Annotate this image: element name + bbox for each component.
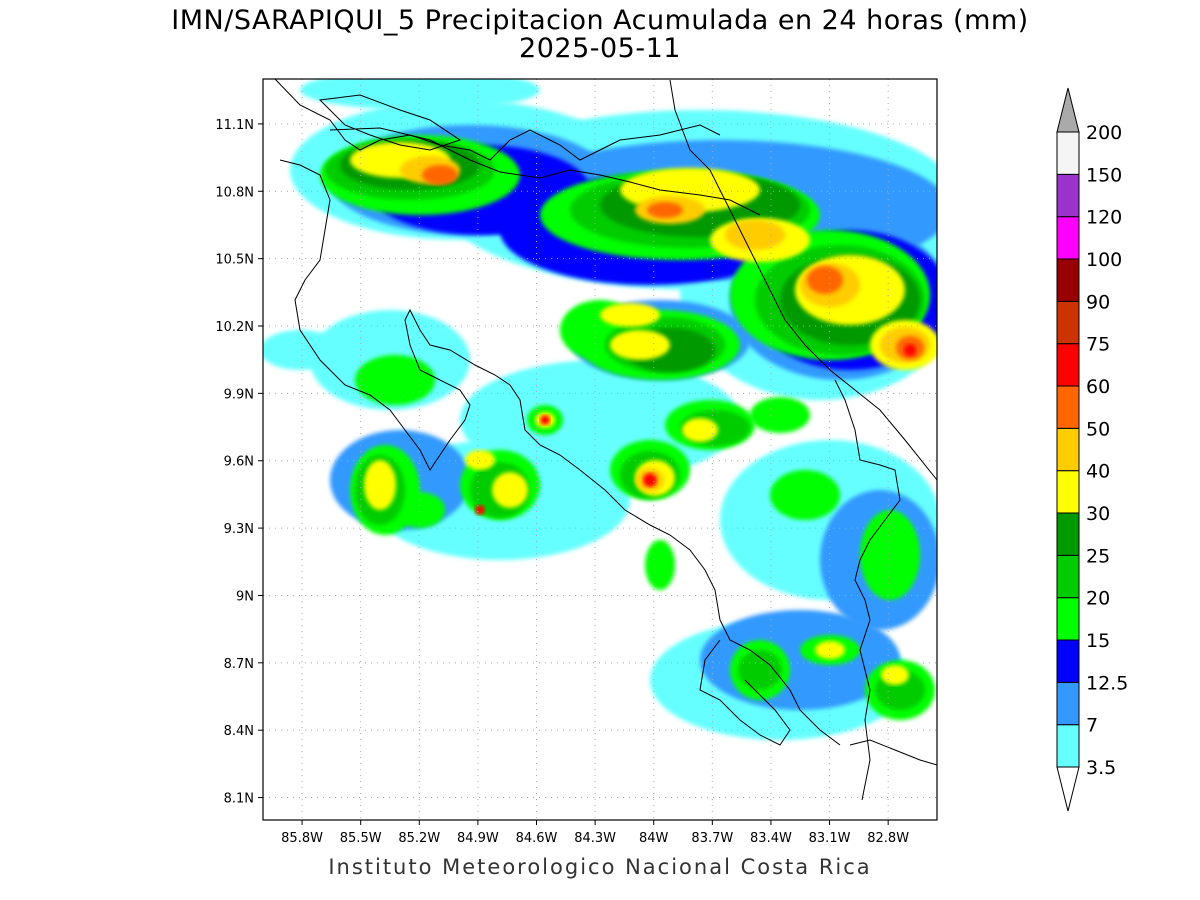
coastline-path (279, 159, 841, 746)
colorbar-label: 200 (1086, 122, 1122, 144)
rain-cell (465, 450, 495, 470)
footer-credit: Instituto Meteorologico Nacional Costa R… (328, 855, 872, 879)
colorbar-label: 60 (1086, 376, 1110, 398)
colorbar-segment (1056, 681, 1080, 726)
rain-cell (860, 510, 920, 600)
rain-cell (807, 266, 843, 294)
colorbar-segment (1056, 300, 1080, 345)
colorbar-label: 25 (1086, 545, 1110, 567)
rain-cell (647, 202, 683, 218)
rain-cell (645, 540, 675, 590)
rain-cell (738, 650, 782, 690)
rain-cell (643, 473, 657, 487)
colorbar-segment (1056, 173, 1080, 218)
lon-tick-label: 84.3W (574, 831, 616, 846)
lat-tick-label: 8.7N (224, 657, 254, 672)
lon-tick-label: 83.4W (750, 831, 792, 846)
lon-tick-label: 83.7W (691, 831, 733, 846)
colorbar-label: 50 (1086, 418, 1110, 440)
coastline-path (849, 739, 937, 766)
lat-tick-label: 9.6N (224, 455, 254, 470)
coastline-borders (274, 79, 937, 801)
chart-date: 2025-05-11 (519, 33, 681, 64)
lon-tick-label: 85.5W (340, 831, 382, 846)
colorbar-label: 75 (1086, 334, 1110, 356)
lon-tick-label: 83.1W (809, 831, 851, 846)
rain-cell (682, 418, 718, 442)
lon-tick-label: 85.8W (281, 831, 323, 846)
rain-cell (364, 460, 396, 510)
colorbar-segment (1056, 724, 1080, 768)
rain-cell (492, 472, 528, 508)
rain-cell (725, 220, 785, 250)
colorbar-label: 30 (1086, 503, 1110, 525)
chart-title: IMN/SARAPIQUI_5 Precipitacion Acumulada … (171, 5, 1029, 36)
lat-tick-label: 9.3N (224, 522, 254, 537)
lat-tick-label: 10.5N (215, 253, 254, 268)
lat-tick-label: 9N (236, 589, 254, 604)
colorbar-segment (1056, 427, 1080, 472)
rain-cell (422, 165, 458, 185)
colorbar-label: 120 (1086, 207, 1122, 229)
rain-cell (475, 505, 485, 515)
rain-cell (355, 355, 435, 405)
lon-tick-label: 84.6W (516, 831, 558, 846)
rain-cell (600, 303, 660, 327)
colorbar-segment (1056, 131, 1080, 175)
colorbar-segment (1056, 385, 1080, 429)
colorbar-label: 90 (1086, 291, 1110, 313)
lon-tick-label: 84W (639, 831, 669, 846)
lat-tick-label: 11.1N (215, 118, 254, 133)
rain-cell (300, 79, 540, 110)
colorbar-segment (1056, 470, 1080, 514)
lat-tick-label: 8.1N (224, 792, 254, 807)
rainfall-field (263, 79, 937, 740)
colorbar-under-arrow (1056, 766, 1080, 812)
longitude-axis: 85.8W 85.5W 85.2W 84.9W 84.6W 84.3W 84W 83.7W 83… (281, 820, 909, 846)
colorbar-label: 3.5 (1086, 757, 1116, 779)
colorbar-segment (1056, 216, 1080, 260)
colorbar-segment (1056, 343, 1080, 387)
colorbar-label: 20 (1086, 588, 1110, 610)
colorbar-label: 15 (1086, 630, 1110, 652)
lat-tick-label: 8.4N (224, 724, 254, 739)
lat-tick-label: 10.8N (215, 185, 254, 200)
coastline-path (274, 79, 721, 161)
colorbar-label: 40 (1086, 461, 1110, 483)
rain-cell (815, 641, 845, 659)
colorbar-label: 150 (1086, 164, 1122, 186)
coastline-path (669, 79, 937, 481)
rain-cell (263, 330, 340, 370)
coastline-path (329, 127, 761, 216)
map-frame (262, 78, 938, 821)
colorbar-segment (1056, 258, 1080, 302)
colorbar-label: 100 (1086, 249, 1122, 271)
colorbar-segment (1056, 554, 1080, 599)
colorbar-label: 7 (1086, 715, 1098, 737)
colorbar-over-arrow (1056, 87, 1080, 133)
rain-cell (881, 665, 909, 685)
rain-cell (540, 415, 550, 425)
lon-tick-label: 84.9W (457, 831, 499, 846)
rain-cell (750, 397, 810, 433)
rain-cell (770, 470, 840, 520)
lat-tick-label: 10.2N (215, 320, 254, 335)
rain-cell (610, 330, 670, 360)
colorbar-segment (1056, 512, 1080, 556)
colorbar-legend: 3.5 7 12.5 15 20 25 30 40 50 60 75 90 100 120 150 200 (1056, 87, 1128, 812)
lon-tick-label: 85.2W (398, 831, 440, 846)
coastline-path (834, 379, 901, 801)
colorbar-segment (1056, 639, 1080, 683)
rain-cell (395, 492, 445, 528)
colorbar-label: 12.5 (1086, 672, 1128, 694)
colorbar-segment (1056, 597, 1080, 641)
coastline-path (318, 94, 462, 151)
coastline-path (699, 639, 791, 746)
lon-tick-label: 82.8W (867, 831, 909, 846)
map-grid (263, 79, 937, 820)
latitude-axis: 11.1N 10.8N 10.5N 10.2N 9.9N 9.6N 9.3N 9N 8.7N 8.… (215, 118, 263, 807)
lat-tick-label: 9.9N (224, 387, 254, 402)
rain-cell (904, 344, 916, 356)
